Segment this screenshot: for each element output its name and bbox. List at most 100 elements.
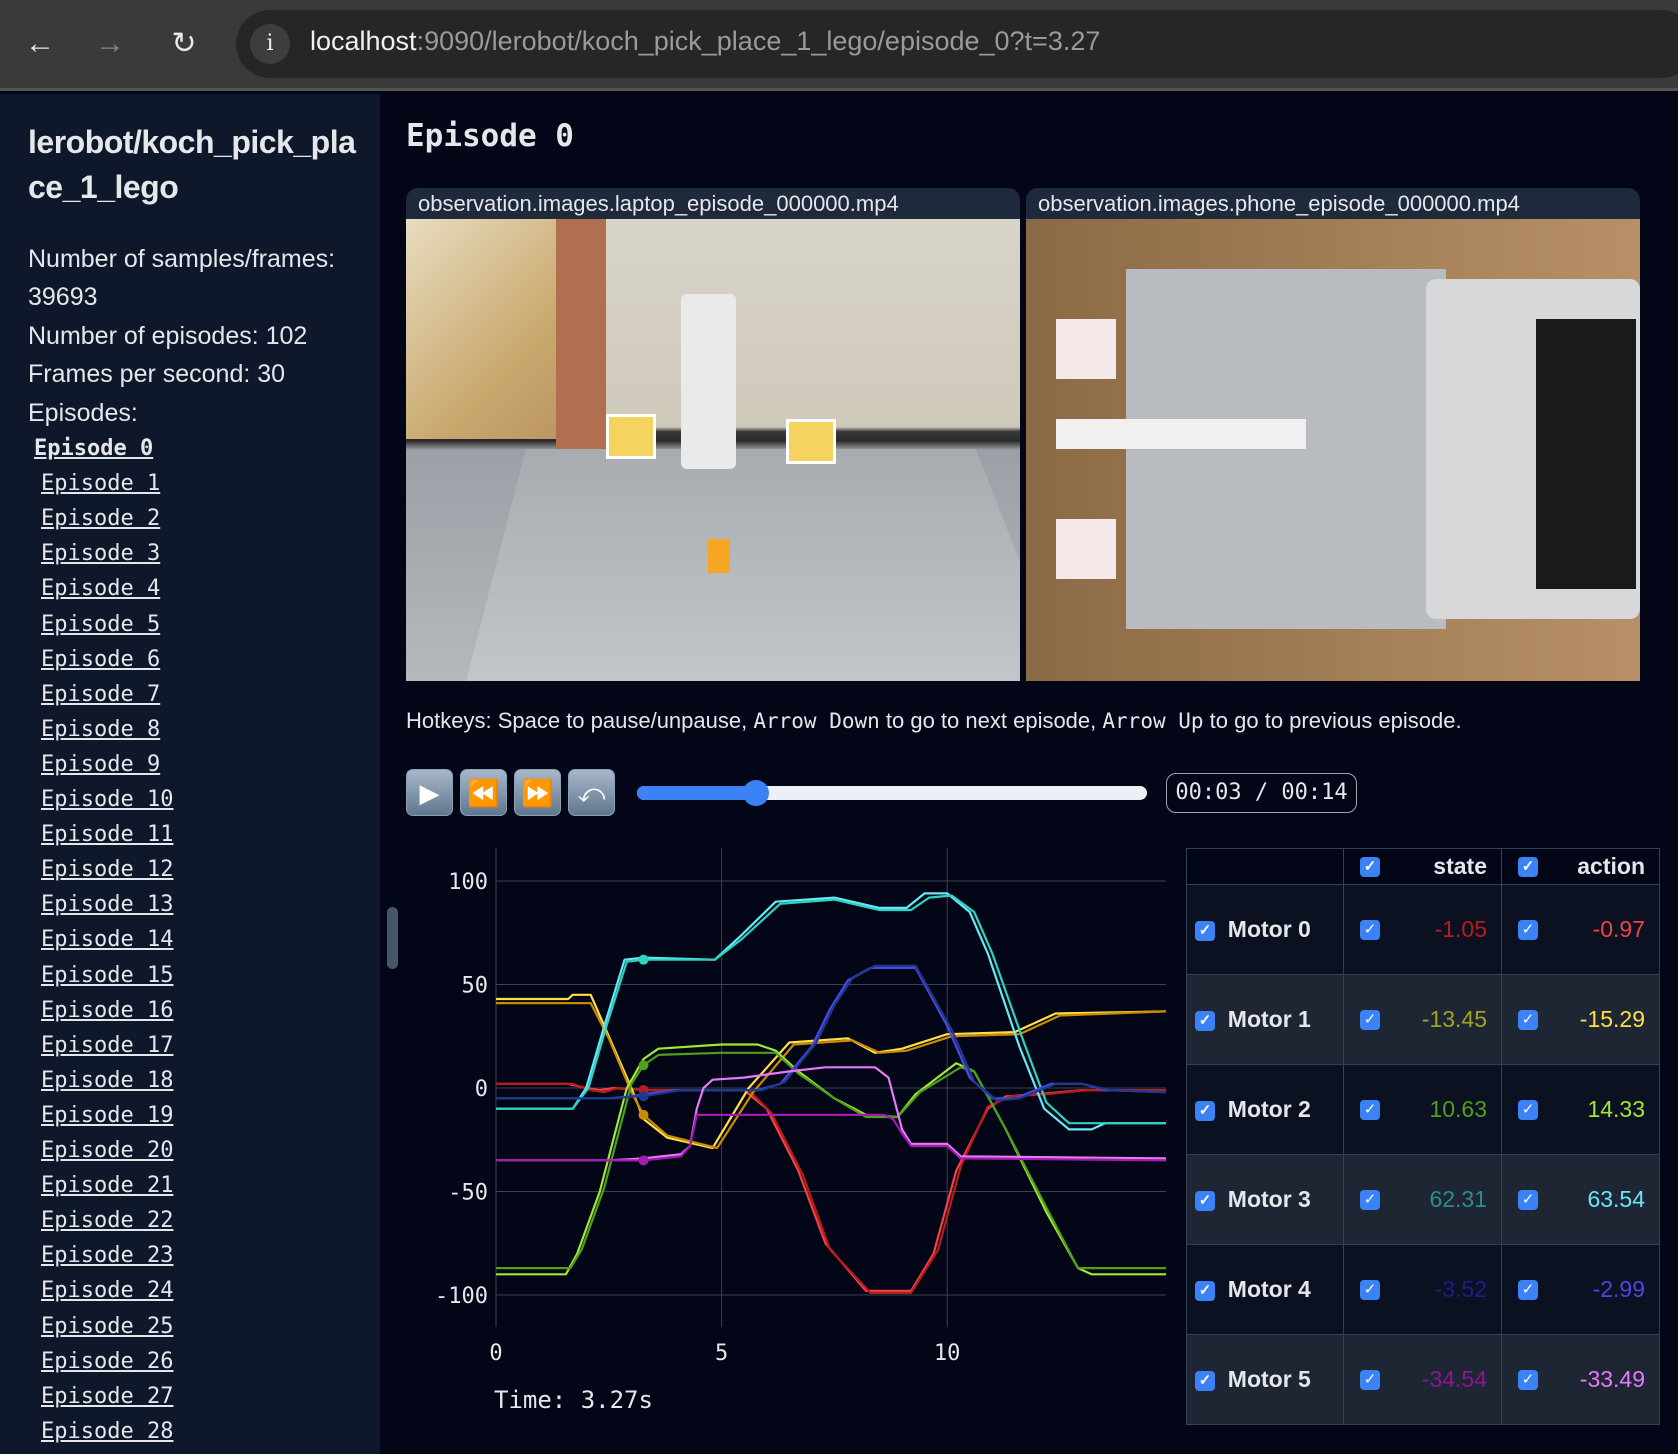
episode-link[interactable]: Episode 16 bbox=[41, 997, 174, 1023]
motor-label: Motor 2 bbox=[1227, 1096, 1311, 1122]
episode-link[interactable]: Episode 28 bbox=[41, 1418, 174, 1444]
episode-link[interactable]: Episode 25 bbox=[41, 1313, 174, 1339]
episode-link[interactable]: Episode 12 bbox=[41, 857, 174, 883]
state-cell: ✓ 62.31 bbox=[1343, 1154, 1502, 1245]
table-row: ✓ Motor 2 ✓ 10.63 ✓ 14.33 bbox=[1186, 1064, 1660, 1155]
y-tick-label: 100 bbox=[448, 870, 488, 895]
rewind-icon: ⏪ bbox=[467, 778, 500, 808]
action-series-checkbox[interactable]: ✓ bbox=[1518, 919, 1538, 940]
episode-link[interactable]: Episode 15 bbox=[41, 962, 174, 988]
motor-label: Motor 0 bbox=[1227, 916, 1311, 942]
state-cell: ✓ 10.63 bbox=[1343, 1064, 1502, 1155]
episode-link[interactable]: Episode 19 bbox=[41, 1102, 174, 1128]
motor-toggle-checkbox[interactable]: ✓ bbox=[1195, 1190, 1215, 1211]
state-series-checkbox[interactable]: ✓ bbox=[1360, 1099, 1380, 1120]
episode-link[interactable]: Episode 14 bbox=[41, 927, 174, 953]
motor-label-cell: ✓ Motor 0 bbox=[1186, 884, 1344, 975]
episode-link[interactable]: Episode 4 bbox=[41, 576, 161, 602]
action-series-checkbox[interactable]: ✓ bbox=[1518, 1369, 1538, 1390]
sidebar-scrollbar[interactable] bbox=[387, 907, 398, 969]
episode-link[interactable]: Episode 2 bbox=[41, 506, 161, 532]
episode-link[interactable]: Episode 21 bbox=[41, 1173, 174, 1199]
episode-link[interactable]: Episode 8 bbox=[41, 716, 161, 742]
current-time-marker bbox=[638, 1091, 649, 1102]
action-cell: ✓ -15.29 bbox=[1501, 974, 1660, 1065]
forward-arrow-icon[interactable]: → bbox=[95, 27, 125, 60]
motor-label-cell: ✓ Motor 2 bbox=[1186, 1064, 1344, 1155]
info-icon[interactable]: i bbox=[250, 24, 290, 64]
state-cell: ✓ -1.05 bbox=[1343, 884, 1502, 975]
fast-forward-button[interactable]: ⏩ bbox=[514, 769, 561, 816]
x-tick-label: 10 bbox=[934, 1341, 961, 1366]
state-series-checkbox[interactable]: ✓ bbox=[1360, 1189, 1380, 1210]
hotkey-arrow-down: Arrow Down bbox=[753, 709, 880, 733]
episode-link[interactable]: Episode 5 bbox=[41, 611, 161, 637]
url-text[interactable]: localhost:9090/lerobot/koch_pick_place_1… bbox=[310, 26, 1100, 57]
episode-link[interactable]: Episode 0 bbox=[34, 436, 154, 461]
episode-link[interactable]: Episode 13 bbox=[41, 892, 174, 918]
state-toggle-checkbox[interactable]: ✓ bbox=[1360, 856, 1380, 877]
episode-link[interactable]: Episode 26 bbox=[41, 1348, 174, 1374]
back-arrow-icon[interactable]: ← bbox=[25, 27, 55, 60]
episode-link[interactable]: Episode 10 bbox=[41, 787, 174, 812]
table-row: ✓ Motor 4 ✓ -3.52 ✓ -2.99 bbox=[1186, 1244, 1660, 1335]
episode-link[interactable]: Episode 11 bbox=[41, 822, 174, 848]
y-tick-label: -50 bbox=[448, 1181, 488, 1206]
episode-link[interactable]: Episode 24 bbox=[41, 1278, 174, 1304]
loop-button[interactable]: ⤺ bbox=[568, 769, 615, 816]
video-laptop[interactable]: observation.images.laptop_episode_000000… bbox=[406, 188, 1020, 681]
episode-link[interactable]: Episode 7 bbox=[41, 681, 161, 707]
seek-slider[interactable] bbox=[637, 780, 1147, 806]
state-series-checkbox[interactable]: ✓ bbox=[1360, 1279, 1380, 1300]
action-series-checkbox[interactable]: ✓ bbox=[1518, 1009, 1538, 1030]
series-line-motor-4-action bbox=[496, 966, 1167, 1100]
motor-toggle-checkbox[interactable]: ✓ bbox=[1195, 920, 1215, 941]
episodes-heading: Episodes: bbox=[28, 399, 138, 427]
current-time-marker bbox=[638, 954, 649, 965]
state-header-label: state bbox=[1433, 853, 1487, 879]
stat-fps: Frames per second: 30 bbox=[28, 360, 286, 388]
play-button[interactable]: ▶ bbox=[406, 769, 453, 816]
dataset-title: lerobot/koch_pick_place_1_lego bbox=[28, 124, 356, 205]
action-series-checkbox[interactable]: ✓ bbox=[1518, 1099, 1538, 1120]
url-path: :9090/lerobot/koch_pick_place_1_lego/epi… bbox=[416, 26, 1101, 56]
hotkeys-text: Hotkeys: Space to pause/unpause, bbox=[406, 708, 754, 733]
state-series-checkbox[interactable]: ✓ bbox=[1360, 1009, 1380, 1030]
motor-label: Motor 1 bbox=[1227, 1006, 1311, 1032]
motor-toggle-checkbox[interactable]: ✓ bbox=[1195, 1280, 1215, 1301]
episode-link[interactable]: Episode 17 bbox=[41, 1032, 174, 1058]
motor-toggle-checkbox[interactable]: ✓ bbox=[1195, 1370, 1215, 1391]
action-series-checkbox[interactable]: ✓ bbox=[1518, 1279, 1538, 1300]
loop-icon: ⤺ bbox=[577, 778, 606, 808]
episode-link[interactable]: Episode 9 bbox=[41, 751, 161, 777]
episode-link[interactable]: Episode 3 bbox=[41, 541, 161, 567]
episode-link[interactable]: Episode 6 bbox=[41, 646, 161, 672]
episode-link[interactable]: Episode 1 bbox=[41, 471, 161, 497]
video-phone[interactable]: observation.images.phone_episode_000000.… bbox=[1026, 188, 1640, 681]
episode-link[interactable]: Episode 22 bbox=[41, 1208, 174, 1234]
video-filename: observation.images.laptop_episode_000000… bbox=[418, 191, 899, 216]
y-tick-label: 50 bbox=[462, 974, 489, 999]
episode-link[interactable]: Episode 23 bbox=[41, 1243, 174, 1269]
state-series-checkbox[interactable]: ✓ bbox=[1360, 919, 1380, 940]
motor-toggle-checkbox[interactable]: ✓ bbox=[1195, 1100, 1215, 1121]
motor-values-table: ✓ state ✓ action ✓ Motor 0 ✓ -1.05 ✓ -0.97 ✓ Mo… bbox=[1186, 848, 1660, 1425]
browser-toolbar: ← → ↻ i localhost:9090/lerobot/koch_pick… bbox=[0, 0, 1678, 91]
state-column-header: ✓ state bbox=[1343, 848, 1502, 885]
state-series-checkbox[interactable]: ✓ bbox=[1360, 1369, 1380, 1390]
action-toggle-checkbox[interactable]: ✓ bbox=[1518, 856, 1538, 877]
state-value: -3.52 bbox=[1434, 1276, 1487, 1302]
address-bar[interactable] bbox=[236, 10, 1678, 78]
action-series-checkbox[interactable]: ✓ bbox=[1518, 1189, 1538, 1210]
motor-chart[interactable]: 0 5 10 100 50 0 -50 -100 bbox=[420, 840, 1180, 1380]
episode-link[interactable]: Episode 18 bbox=[41, 1067, 174, 1093]
phone-camera-frame bbox=[1026, 219, 1640, 681]
seek-thumb[interactable] bbox=[743, 780, 770, 806]
reload-icon[interactable]: ↻ bbox=[171, 27, 197, 60]
table-row: ✓ Motor 1 ✓ -13.45 ✓ -15.29 bbox=[1186, 974, 1660, 1065]
rewind-button[interactable]: ⏪ bbox=[460, 769, 507, 816]
episode-link[interactable]: Episode 20 bbox=[41, 1138, 174, 1163]
episode-link[interactable]: Episode 27 bbox=[41, 1383, 174, 1409]
state-value: -34.54 bbox=[1421, 1366, 1487, 1392]
motor-toggle-checkbox[interactable]: ✓ bbox=[1195, 1010, 1215, 1031]
